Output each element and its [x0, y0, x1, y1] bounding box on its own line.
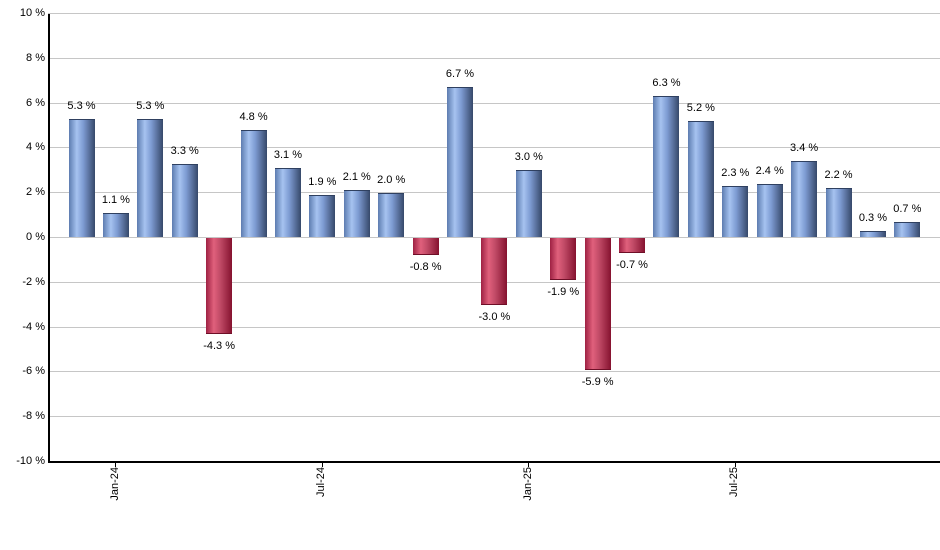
negative-return-bar — [550, 237, 577, 281]
y-gridline — [48, 102, 940, 104]
x-axis-tick-mark — [734, 460, 736, 467]
y-axis-tick-label: -10 % — [16, 455, 45, 467]
bar-value-label: 2.1 % — [342, 171, 371, 184]
positive-return-bar — [137, 118, 164, 238]
bar-value-label: -0.8 % — [409, 261, 442, 274]
bar-value-label: 1.1 % — [101, 193, 130, 206]
y-axis-tick-label: 10 % — [19, 7, 45, 19]
y-axis-tick-label: 2 % — [26, 186, 45, 199]
bar-value-label: -4.3 % — [203, 339, 236, 352]
positive-return-bar — [343, 190, 370, 238]
positive-return-bar — [515, 170, 542, 238]
y-gridline — [48, 326, 940, 328]
positive-return-bar — [240, 129, 267, 238]
y-axis-tick-label: 4 % — [26, 141, 45, 154]
x-axis-tick-label: Jan-25 — [521, 467, 534, 501]
negative-return-bar — [619, 237, 646, 254]
x-axis-tick-mark — [528, 460, 530, 467]
y-axis-tick-label: -2 % — [22, 275, 45, 288]
bar-value-label: -0.7 % — [616, 259, 648, 272]
positive-return-bar — [825, 188, 852, 238]
bar-value-label: -5.9 % — [581, 375, 614, 388]
bar-value-label: 2.3 % — [721, 166, 750, 179]
negative-return-bar — [481, 237, 508, 305]
bar-value-label: 4.8 % — [239, 110, 268, 123]
x-axis-tick-label: Jul-24 — [315, 467, 328, 497]
y-gridline — [48, 57, 940, 59]
bar-value-label: 0.7 % — [893, 202, 922, 215]
positive-return-bar — [687, 121, 714, 238]
y-axis-tick-label: 0 % — [26, 231, 45, 243]
bar-value-label: 3.0 % — [514, 151, 543, 164]
y-axis-tick-label: -4 % — [22, 320, 45, 333]
y-gridline — [48, 416, 940, 418]
bar-value-label: 2.4 % — [755, 164, 784, 177]
positive-return-bar — [171, 163, 198, 238]
positive-return-bar — [653, 96, 680, 238]
x-axis-tick-label: Jan-24 — [108, 467, 121, 501]
positive-return-bar — [68, 118, 95, 238]
positive-return-bar — [378, 192, 405, 238]
positive-return-bar — [102, 212, 129, 238]
x-axis-line — [48, 461, 940, 463]
y-gridline — [48, 13, 940, 14]
y-axis-tick-label: 8 % — [26, 51, 45, 64]
y-axis-tick-label: -6 % — [22, 365, 45, 378]
positive-return-bar — [309, 194, 336, 238]
negative-return-bar — [412, 237, 439, 256]
positive-return-bar — [756, 183, 783, 238]
bar-value-label: 3.1 % — [273, 149, 303, 162]
bar-value-label: -1.9 % — [547, 286, 580, 299]
x-axis-tick-label: Jul-25 — [728, 467, 741, 497]
bar-value-label: 6.7 % — [445, 68, 475, 81]
bar-value-label: 3.3 % — [170, 144, 199, 157]
bar-value-label: 3.4 % — [790, 142, 819, 155]
y-axis-line — [48, 13, 50, 463]
bar-value-label: 6.3 % — [652, 77, 681, 90]
y-gridline — [48, 147, 940, 149]
x-axis-tick-mark — [321, 460, 323, 467]
bar-value-label: 5.2 % — [686, 102, 715, 115]
bar-value-label: 5.3 % — [67, 99, 96, 112]
x-axis-tick-mark — [115, 460, 117, 467]
bar-value-label: -3.0 % — [478, 310, 511, 323]
y-gridline — [48, 192, 940, 194]
y-gridline — [48, 371, 940, 373]
positive-return-bar — [722, 185, 749, 238]
positive-return-bar — [274, 168, 301, 238]
bar-value-label: 2.0 % — [377, 173, 406, 186]
bar-value-label: 0.3 % — [858, 211, 887, 224]
negative-return-bar — [584, 237, 611, 370]
positive-return-bar — [791, 161, 818, 238]
negative-return-bar — [206, 237, 233, 334]
y-axis-tick-label: -8 % — [22, 410, 45, 423]
positive-return-bar — [894, 221, 921, 238]
bar-value-label: 5.3 % — [136, 99, 165, 112]
positive-return-bar — [859, 230, 886, 238]
y-axis-tick-label: 6 % — [26, 96, 45, 109]
positive-return-bar — [447, 87, 473, 238]
bar-value-label: 1.9 % — [308, 175, 337, 188]
bar-value-label: 2.2 % — [824, 169, 853, 182]
